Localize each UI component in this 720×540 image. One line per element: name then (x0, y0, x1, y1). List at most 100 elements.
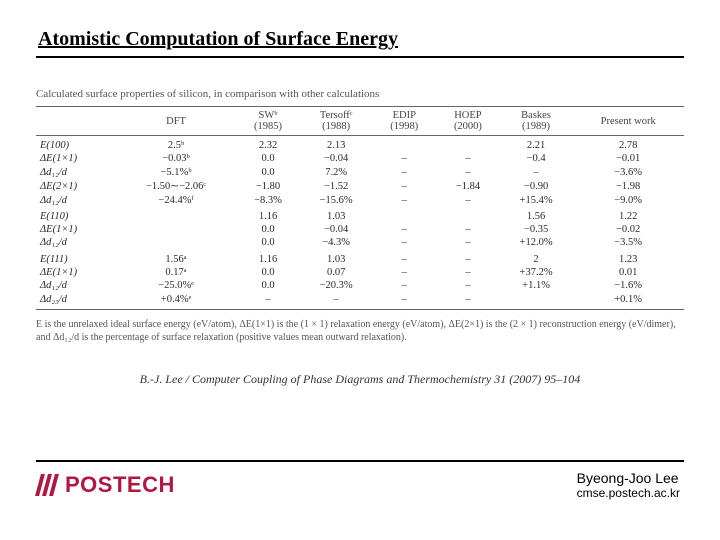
page-title: Atomistic Computation of Surface Energy (38, 28, 398, 51)
column-header: Baskes(1989) (500, 107, 573, 136)
cell (372, 136, 436, 153)
table-row: E(110)1.161.031.561.22 (36, 207, 684, 223)
cell: −5.1%ᵇ (116, 166, 236, 179)
cell: 0.17ᵃ (116, 266, 236, 279)
row-label: ΔE(2×1) (36, 179, 116, 193)
cell (116, 207, 236, 223)
table-row: ΔE(1×1)0.17ᵃ0.00.07––+37.2%0.01 (36, 266, 684, 279)
table-caption: Calculated surface properties of silicon… (36, 88, 684, 100)
logo-bars-icon (38, 474, 56, 496)
cell: −8.3% (236, 193, 300, 206)
cell: 2.78 (572, 136, 684, 153)
cell: – (372, 279, 436, 292)
table-row: Δd₁₂/d0.0−4.3%––+12.0%−3.5% (36, 236, 684, 249)
cell: −9.0% (572, 193, 684, 206)
table-footnote: E is the unrelaxed ideal surface energy … (36, 318, 684, 344)
cell: – (436, 266, 500, 279)
cell: +1.1% (500, 279, 573, 292)
table-row: Δd₁₂/d−24.4%ᶠ−8.3%−15.6%––+15.4%−9.0% (36, 193, 684, 206)
column-header: DFT (116, 107, 236, 136)
table-head: DFTSWᵇ(1985)Tersoffᶜ(1988)EDIP(1998)HOEP… (36, 107, 684, 136)
cell: −25.0%ᵉ (116, 279, 236, 292)
cell: – (436, 250, 500, 266)
table-row: E(111)1.56ᵃ1.161.03––21.23 (36, 250, 684, 266)
cell: – (372, 223, 436, 236)
cell (116, 223, 236, 236)
cell: −0.03ᵇ (116, 152, 236, 165)
table-row: Δd₁₂/d−25.0%ᵉ0.0−20.3%––+1.1%−1.6% (36, 279, 684, 292)
cell: – (436, 293, 500, 310)
cell: – (236, 293, 300, 310)
cell: – (500, 166, 573, 179)
cell: – (372, 193, 436, 206)
cell: −0.4 (500, 152, 573, 165)
cell: – (436, 236, 500, 249)
cell: −1.6% (572, 279, 684, 292)
cell: −1.98 (572, 179, 684, 193)
cell: 1.16 (236, 207, 300, 223)
cell: 1.03 (300, 250, 373, 266)
cell: −3.5% (572, 236, 684, 249)
row-label: E(111) (36, 250, 116, 266)
cell: – (436, 152, 500, 165)
column-header: Tersoffᶜ(1988) (300, 107, 373, 136)
cell: −1.50∼−2.06ᶜ (116, 179, 236, 193)
cell: – (436, 279, 500, 292)
cell: −0.04 (300, 223, 373, 236)
row-label: ΔE(1×1) (36, 152, 116, 165)
cell: 1.56ᵃ (116, 250, 236, 266)
data-table: Calculated surface properties of silicon… (36, 88, 684, 344)
cell: −0.04 (300, 152, 373, 165)
cell: – (372, 266, 436, 279)
column-header: HOEP(2000) (436, 107, 500, 136)
cell: +37.2% (500, 266, 573, 279)
cell: 0.01 (572, 266, 684, 279)
author-affiliation: cmse.postech.ac.kr (577, 486, 680, 500)
cell: – (372, 179, 436, 193)
cell: 0.0 (236, 266, 300, 279)
cell: −0.90 (500, 179, 573, 193)
row-label: Δd₁₂/d (36, 279, 116, 292)
column-header: Present work (572, 107, 684, 136)
cell: −20.3% (300, 279, 373, 292)
cell: – (372, 236, 436, 249)
column-header: EDIP(1998) (372, 107, 436, 136)
cell: +0.1% (572, 293, 684, 310)
cell: – (372, 293, 436, 310)
cell: 0.0 (236, 166, 300, 179)
row-label: Δd₁₂/d (36, 166, 116, 179)
author-name: Byeong-Joo Lee (577, 470, 680, 486)
cell: −0.01 (572, 152, 684, 165)
footer-divider (36, 460, 684, 462)
cell: −1.80 (236, 179, 300, 193)
cell: 1.22 (572, 207, 684, 223)
cell: 1.23 (572, 250, 684, 266)
cell: −15.6% (300, 193, 373, 206)
cell: −0.35 (500, 223, 573, 236)
table: DFTSWᵇ(1985)Tersoffᶜ(1988)EDIP(1998)HOEP… (36, 106, 684, 310)
cell: −24.4%ᶠ (116, 193, 236, 206)
table-row: Δd₂₃/d+0.4%ᵉ––––+0.1% (36, 293, 684, 310)
cell: 1.16 (236, 250, 300, 266)
row-label: Δd₁₂/d (36, 236, 116, 249)
table-body: E(100)2.5ᵇ2.322.132.212.78ΔE(1×1)−0.03ᵇ0… (36, 136, 684, 310)
cell: 7.2% (300, 166, 373, 179)
cell: 0.0 (236, 279, 300, 292)
cell (116, 236, 236, 249)
postech-logo: POSTECH (38, 472, 175, 498)
table-row: ΔE(1×1)0.0−0.04––−0.35−0.02 (36, 223, 684, 236)
logo-text: POSTECH (65, 472, 175, 498)
table-row: E(100)2.5ᵇ2.322.132.212.78 (36, 136, 684, 153)
row-label: ΔE(1×1) (36, 266, 116, 279)
cell: 0.0 (236, 223, 300, 236)
header-divider (36, 56, 684, 58)
cell: −4.3% (300, 236, 373, 249)
cell: −3.6% (572, 166, 684, 179)
cell (436, 136, 500, 153)
cell: – (300, 293, 373, 310)
cell: – (372, 166, 436, 179)
cell: +12.0% (500, 236, 573, 249)
cell: 1.03 (300, 207, 373, 223)
cell: 0.0 (236, 236, 300, 249)
cell: – (436, 193, 500, 206)
